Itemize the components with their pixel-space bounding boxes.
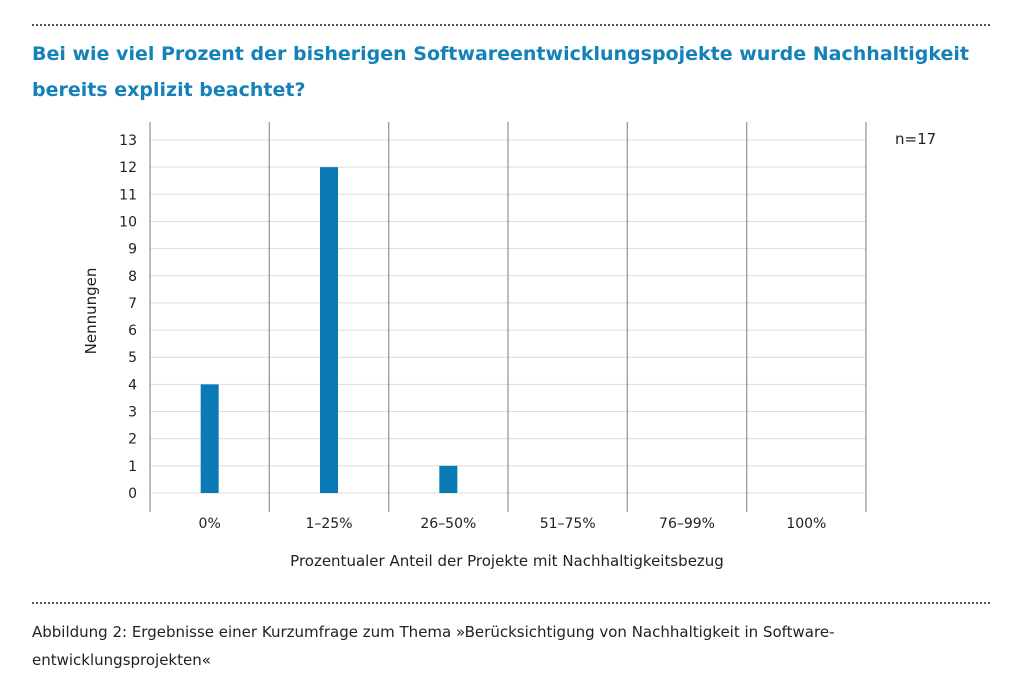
x-tick-label: 26–50% (420, 516, 476, 532)
y-tick-label: 6 (128, 323, 137, 339)
bar (320, 167, 338, 493)
x-tick-label: 76–99% (659, 516, 715, 532)
bar (200, 384, 219, 493)
y-tick-label: 5 (128, 350, 137, 366)
y-tick-label: 4 (128, 377, 137, 393)
x-tick-label: 1–25% (305, 516, 352, 532)
y-tick-label: 11 (119, 187, 137, 203)
x-tick-label: 0% (199, 516, 221, 532)
y-tick-label: 12 (119, 160, 137, 176)
bar (439, 465, 458, 493)
y-tick-label: 10 (119, 214, 137, 230)
x-axis-label: Prozentualer Anteil der Projekte mit Nac… (290, 552, 724, 570)
bars (200, 167, 458, 493)
bottom-dotted-rule (32, 602, 990, 604)
figure-caption: Abbildung 2: Ergebnisse einer Kurzumfrag… (32, 623, 835, 669)
top-dotted-rule (32, 24, 990, 26)
y-axis-label: Nennungen (82, 268, 100, 355)
sample-size-annotation: n=17 (895, 130, 936, 148)
y-tick-label: 9 (128, 242, 137, 258)
y-tick-label: 8 (128, 269, 137, 285)
y-tick-label: 0 (128, 486, 137, 502)
y-tick-label: 3 (128, 405, 137, 421)
y-tick-label: 2 (128, 432, 137, 448)
x-tick-label: 51–75% (540, 516, 596, 532)
y-tick-label: 13 (119, 133, 137, 149)
x-tick-labels: 0% 1–25% 26–50% 51–75% 76–99% 100% (199, 516, 827, 532)
chart-title: Bei wie viel Prozent der bisherigen Soft… (32, 43, 969, 101)
y-tick-label: 7 (128, 296, 137, 312)
category-dividers (149, 122, 867, 512)
y-tick-label: 1 (128, 459, 137, 475)
x-tick-label: 100% (786, 516, 826, 532)
